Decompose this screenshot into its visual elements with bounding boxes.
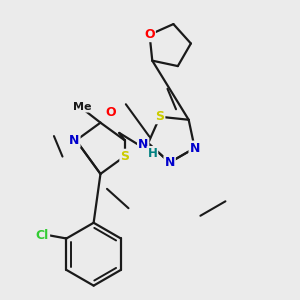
Text: Cl: Cl bbox=[36, 229, 49, 242]
Text: N: N bbox=[164, 156, 175, 169]
Text: S: S bbox=[155, 110, 164, 123]
Text: N: N bbox=[138, 138, 148, 152]
Text: H: H bbox=[148, 147, 157, 160]
Text: Me: Me bbox=[73, 102, 92, 112]
Text: O: O bbox=[105, 106, 116, 119]
Text: N: N bbox=[190, 142, 200, 154]
Text: N: N bbox=[69, 134, 80, 147]
Text: O: O bbox=[144, 28, 155, 41]
Text: S: S bbox=[120, 150, 129, 163]
